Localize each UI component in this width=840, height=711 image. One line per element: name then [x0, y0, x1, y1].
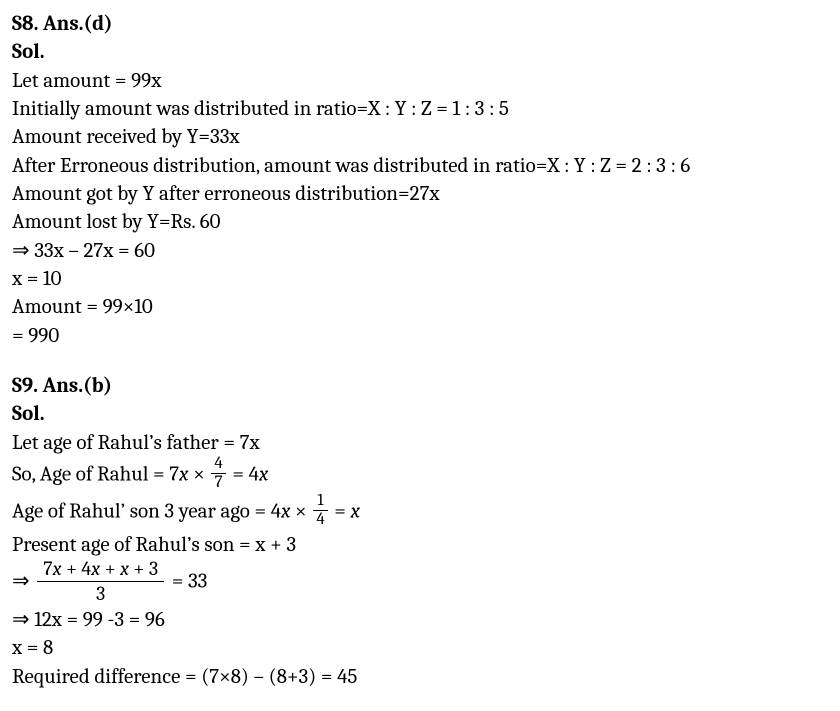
fraction-numerator: 1	[313, 492, 327, 510]
fraction-denominator: 3	[37, 581, 164, 605]
fraction-numerator: 4	[211, 455, 225, 473]
fraction-1-over-4: 14	[313, 492, 327, 529]
s8-sol-label: Sol.	[12, 38, 828, 66]
var-x: x	[179, 462, 188, 486]
s9-l3-text-d: =	[330, 499, 351, 523]
var-x: x	[351, 499, 360, 523]
s9-l2-text-d: = 4	[228, 462, 259, 486]
s9-l2-text-c: ×	[189, 462, 210, 486]
var-x: x	[120, 557, 129, 580]
num-plus-4: + 4	[62, 557, 92, 580]
fraction-denominator: 4	[313, 510, 327, 529]
s8-heading: S8. Ans.(d)	[12, 10, 828, 38]
s8-line-3: Amount received by Y=33x	[12, 123, 828, 151]
s8-line-8: x = 10	[12, 265, 828, 293]
s9-line-8: Required difference = (7×8) – (8+3) = 45	[12, 663, 828, 691]
s9-l3-text-a: Age of Rahul’ son 3 year ago	[12, 499, 254, 523]
s9-l2-text-a: So, Age of Rahul	[12, 462, 153, 486]
var-x: x	[259, 462, 268, 486]
s9-heading: S9. Ans.(b)	[12, 372, 828, 400]
fraction-sum-over-3: 7x + 4x + x + 33	[37, 558, 164, 605]
s9-sol-label: Sol.	[12, 400, 828, 428]
s9-line-1: Let age of Rahul’s father = 7x	[12, 429, 828, 457]
s9-line-3: Age of Rahul’ son 3 year ago = 4 x × 14 =…	[12, 494, 828, 531]
s8-line-6: Amount lost by Y=Rs. 60	[12, 208, 828, 236]
s8-line-2: Initially amount was distributed in rati…	[12, 95, 828, 123]
s8-line-1: Let amount = 99x	[12, 67, 828, 95]
section-gap	[12, 350, 828, 372]
s9-l5-arrow: ⇒	[12, 569, 34, 593]
s9-line-4: Present age of Rahul’s son = x + 3	[12, 531, 828, 559]
s9-line-5: ⇒ 7x + 4x + x + 33 = 33	[12, 559, 828, 606]
s8-line-9: Amount = 99×10	[12, 293, 828, 321]
s8-line-4: After Erroneous distribution, amount was…	[12, 152, 828, 180]
fraction-4-over-7: 47	[211, 455, 225, 492]
s9-line-7: x = 8	[12, 634, 828, 662]
s9-l5-eq33: = 33	[167, 569, 207, 593]
num-plus-3: + 3	[129, 557, 158, 580]
s9-l3-text-b: = 4	[254, 499, 281, 523]
fraction-denominator: 7	[211, 473, 225, 492]
num-plus: +	[100, 557, 120, 580]
s9-line-6: ⇒ 12x = 99 -3 = 96	[12, 606, 828, 634]
var-x: x	[53, 557, 62, 580]
s8-line-5: Amount got by Y after erroneous distribu…	[12, 180, 828, 208]
s9-l2-text-b: = 7	[153, 462, 179, 486]
s8-line-10: = 990	[12, 322, 828, 350]
s8-line-7: ⇒ 33x – 27x = 60	[12, 237, 828, 265]
fraction-numerator: 7x + 4x + x + 3	[37, 558, 164, 581]
var-x: x	[91, 557, 100, 580]
s9-line-2: So, Age of Rahul = 7x × 47 = 4x	[12, 457, 828, 494]
num-7: 7	[43, 557, 52, 580]
solutions-page: S8. Ans.(d) Sol. Let amount = 99x Initia…	[0, 0, 840, 711]
s9-l3-text-c: ×	[290, 499, 311, 523]
